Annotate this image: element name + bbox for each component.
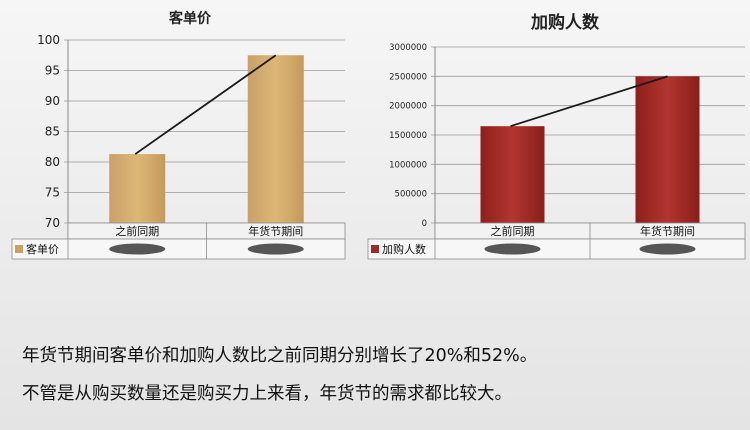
y-tick-label-unit-price: 90 (45, 94, 60, 108)
trendline-cart-adds (510, 75, 668, 128)
x-category-label-cart-adds-1: 年货节期间 (640, 224, 695, 238)
bar-unit-price-0 (109, 154, 166, 223)
y-tick-label-cart-adds: 0 (422, 219, 427, 229)
legend-swatch-cart-adds (371, 245, 379, 253)
trendline-unit-price (134, 54, 277, 155)
bar-unit-price-1 (247, 55, 304, 223)
x-category-label-unit-price-1: 年货节期间 (248, 224, 303, 238)
y-tick-label-unit-price: 75 (45, 186, 60, 200)
charts-svg: 70 75 80 85 90 95 100 之前同期 年货节期间客单价 0 500000 100000… (11, 33, 746, 260)
legend-label-cart-adds: 加购人数 (382, 242, 426, 256)
series-row-cart-adds (367, 238, 746, 260)
y-tick-label-cart-adds: 1500000 (389, 131, 427, 141)
y-tick-label-unit-price: 80 (45, 155, 60, 169)
chart-title-cart-adds: 加购人数 (531, 13, 599, 33)
bar-cart-adds-1 (635, 76, 700, 223)
legend-swatch-unit-price (15, 245, 23, 253)
y-tick-label-unit-price: 95 (45, 64, 60, 78)
bar-cart-adds-0 (480, 126, 545, 223)
y-tick-label-cart-adds: 2000000 (389, 102, 427, 112)
obscured-value-blot (484, 243, 541, 255)
obscured-value-blot (639, 243, 696, 255)
x-category-label-unit-price-0: 之前同期 (115, 224, 159, 238)
y-tick-label-unit-price: 85 (45, 125, 60, 139)
obscured-value-blot (247, 243, 304, 255)
y-tick-label-cart-adds: 1000000 (389, 160, 427, 170)
series-row-unit-price (11, 238, 346, 260)
x-category-label-cart-adds-0: 之前同期 (491, 224, 535, 238)
y-tick-label-unit-price: 70 (45, 216, 60, 230)
legend-label-unit-price: 客单价 (26, 242, 59, 256)
chart-title-unit-price: 客单价 (169, 11, 211, 27)
y-tick-label-cart-adds: 500000 (395, 190, 427, 200)
summary-line-2: 不管是从购买数量还是购买力上来看，年货节的需求都比较大。 (22, 384, 512, 404)
y-tick-label-cart-adds: 2500000 (389, 72, 427, 82)
summary-line-1: 年货节期间客单价和加购人数比之前同期分别增长了20%和52%。 (22, 346, 538, 366)
y-tick-label-unit-price: 100 (37, 33, 60, 47)
y-tick-label-cart-adds: 3000000 (389, 43, 427, 53)
obscured-value-blot (109, 243, 166, 255)
